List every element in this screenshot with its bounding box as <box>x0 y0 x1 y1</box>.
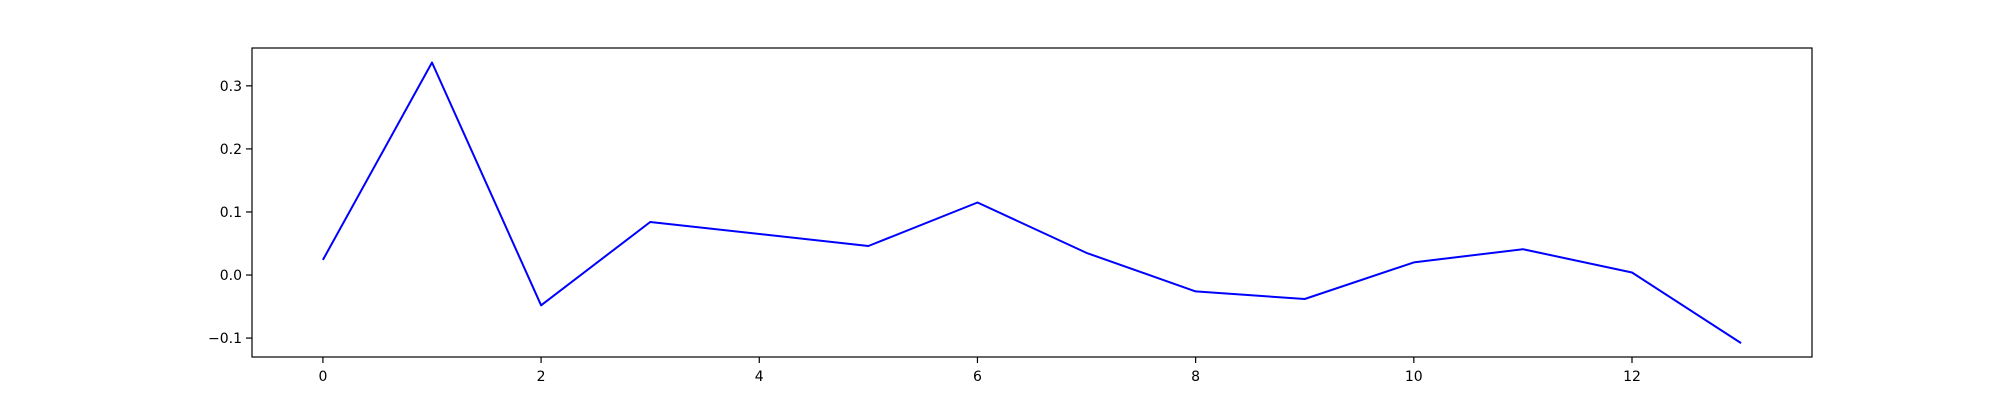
series-line <box>322 61 1742 344</box>
y-tick-label: 0.0 <box>220 268 242 284</box>
x-tick-label: 12 <box>1623 369 1641 385</box>
y-tick-label: 0.1 <box>220 205 242 221</box>
x-tick-label: 10 <box>1405 369 1423 385</box>
y-tick-label: −0.1 <box>208 331 242 347</box>
y-tick-label: 0.2 <box>220 142 242 158</box>
y-tick-label: 0.3 <box>220 79 242 95</box>
x-tick-label: 6 <box>973 369 982 385</box>
series-layer <box>322 61 1742 344</box>
x-tick-label: 0 <box>318 369 327 385</box>
x-axis-ticks: 0 2 4 6 8 10 12 <box>318 357 1641 385</box>
y-axis-ticks: −0.1 0.0 0.1 0.2 0.3 <box>208 79 252 347</box>
plot-area-frame <box>251 47 1813 358</box>
x-tick-label: 8 <box>1191 369 1200 385</box>
x-tick-label: 4 <box>755 369 764 385</box>
x-tick-label: 2 <box>537 369 546 385</box>
